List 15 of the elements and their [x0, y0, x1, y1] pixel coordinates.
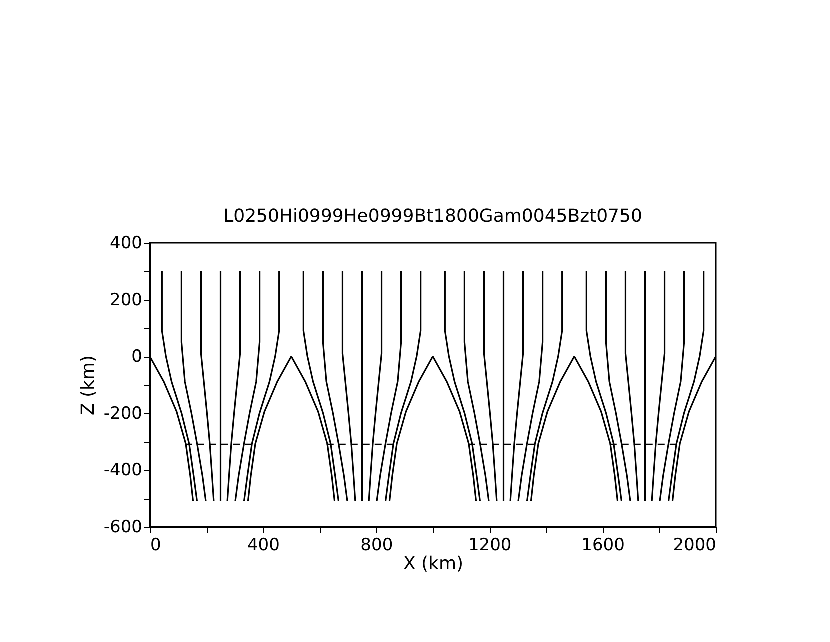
y-tick-label: -400	[104, 460, 142, 481]
x-axis-title: X (km)	[403, 554, 464, 574]
y-tick-label: -200	[104, 404, 142, 424]
x-tick-label: 800	[360, 536, 394, 556]
y-tick-label: 0	[132, 347, 142, 368]
x-tick-label: 400	[247, 536, 280, 556]
x-tick-label: 1200	[468, 536, 512, 556]
chart-title: L0250Hi0999He0999Bt1800Gam0045Bzt0750	[224, 206, 642, 227]
x-tick-label: 2000	[673, 536, 716, 556]
y-tick-label: 200	[110, 290, 142, 310]
y-tick-label: 400	[110, 234, 142, 254]
x-tick-label: 0	[150, 536, 162, 556]
y-tick-label: -600	[104, 518, 142, 538]
x-tick-label: 1600	[582, 536, 625, 556]
y-axis-title: Z (km)	[78, 355, 99, 416]
